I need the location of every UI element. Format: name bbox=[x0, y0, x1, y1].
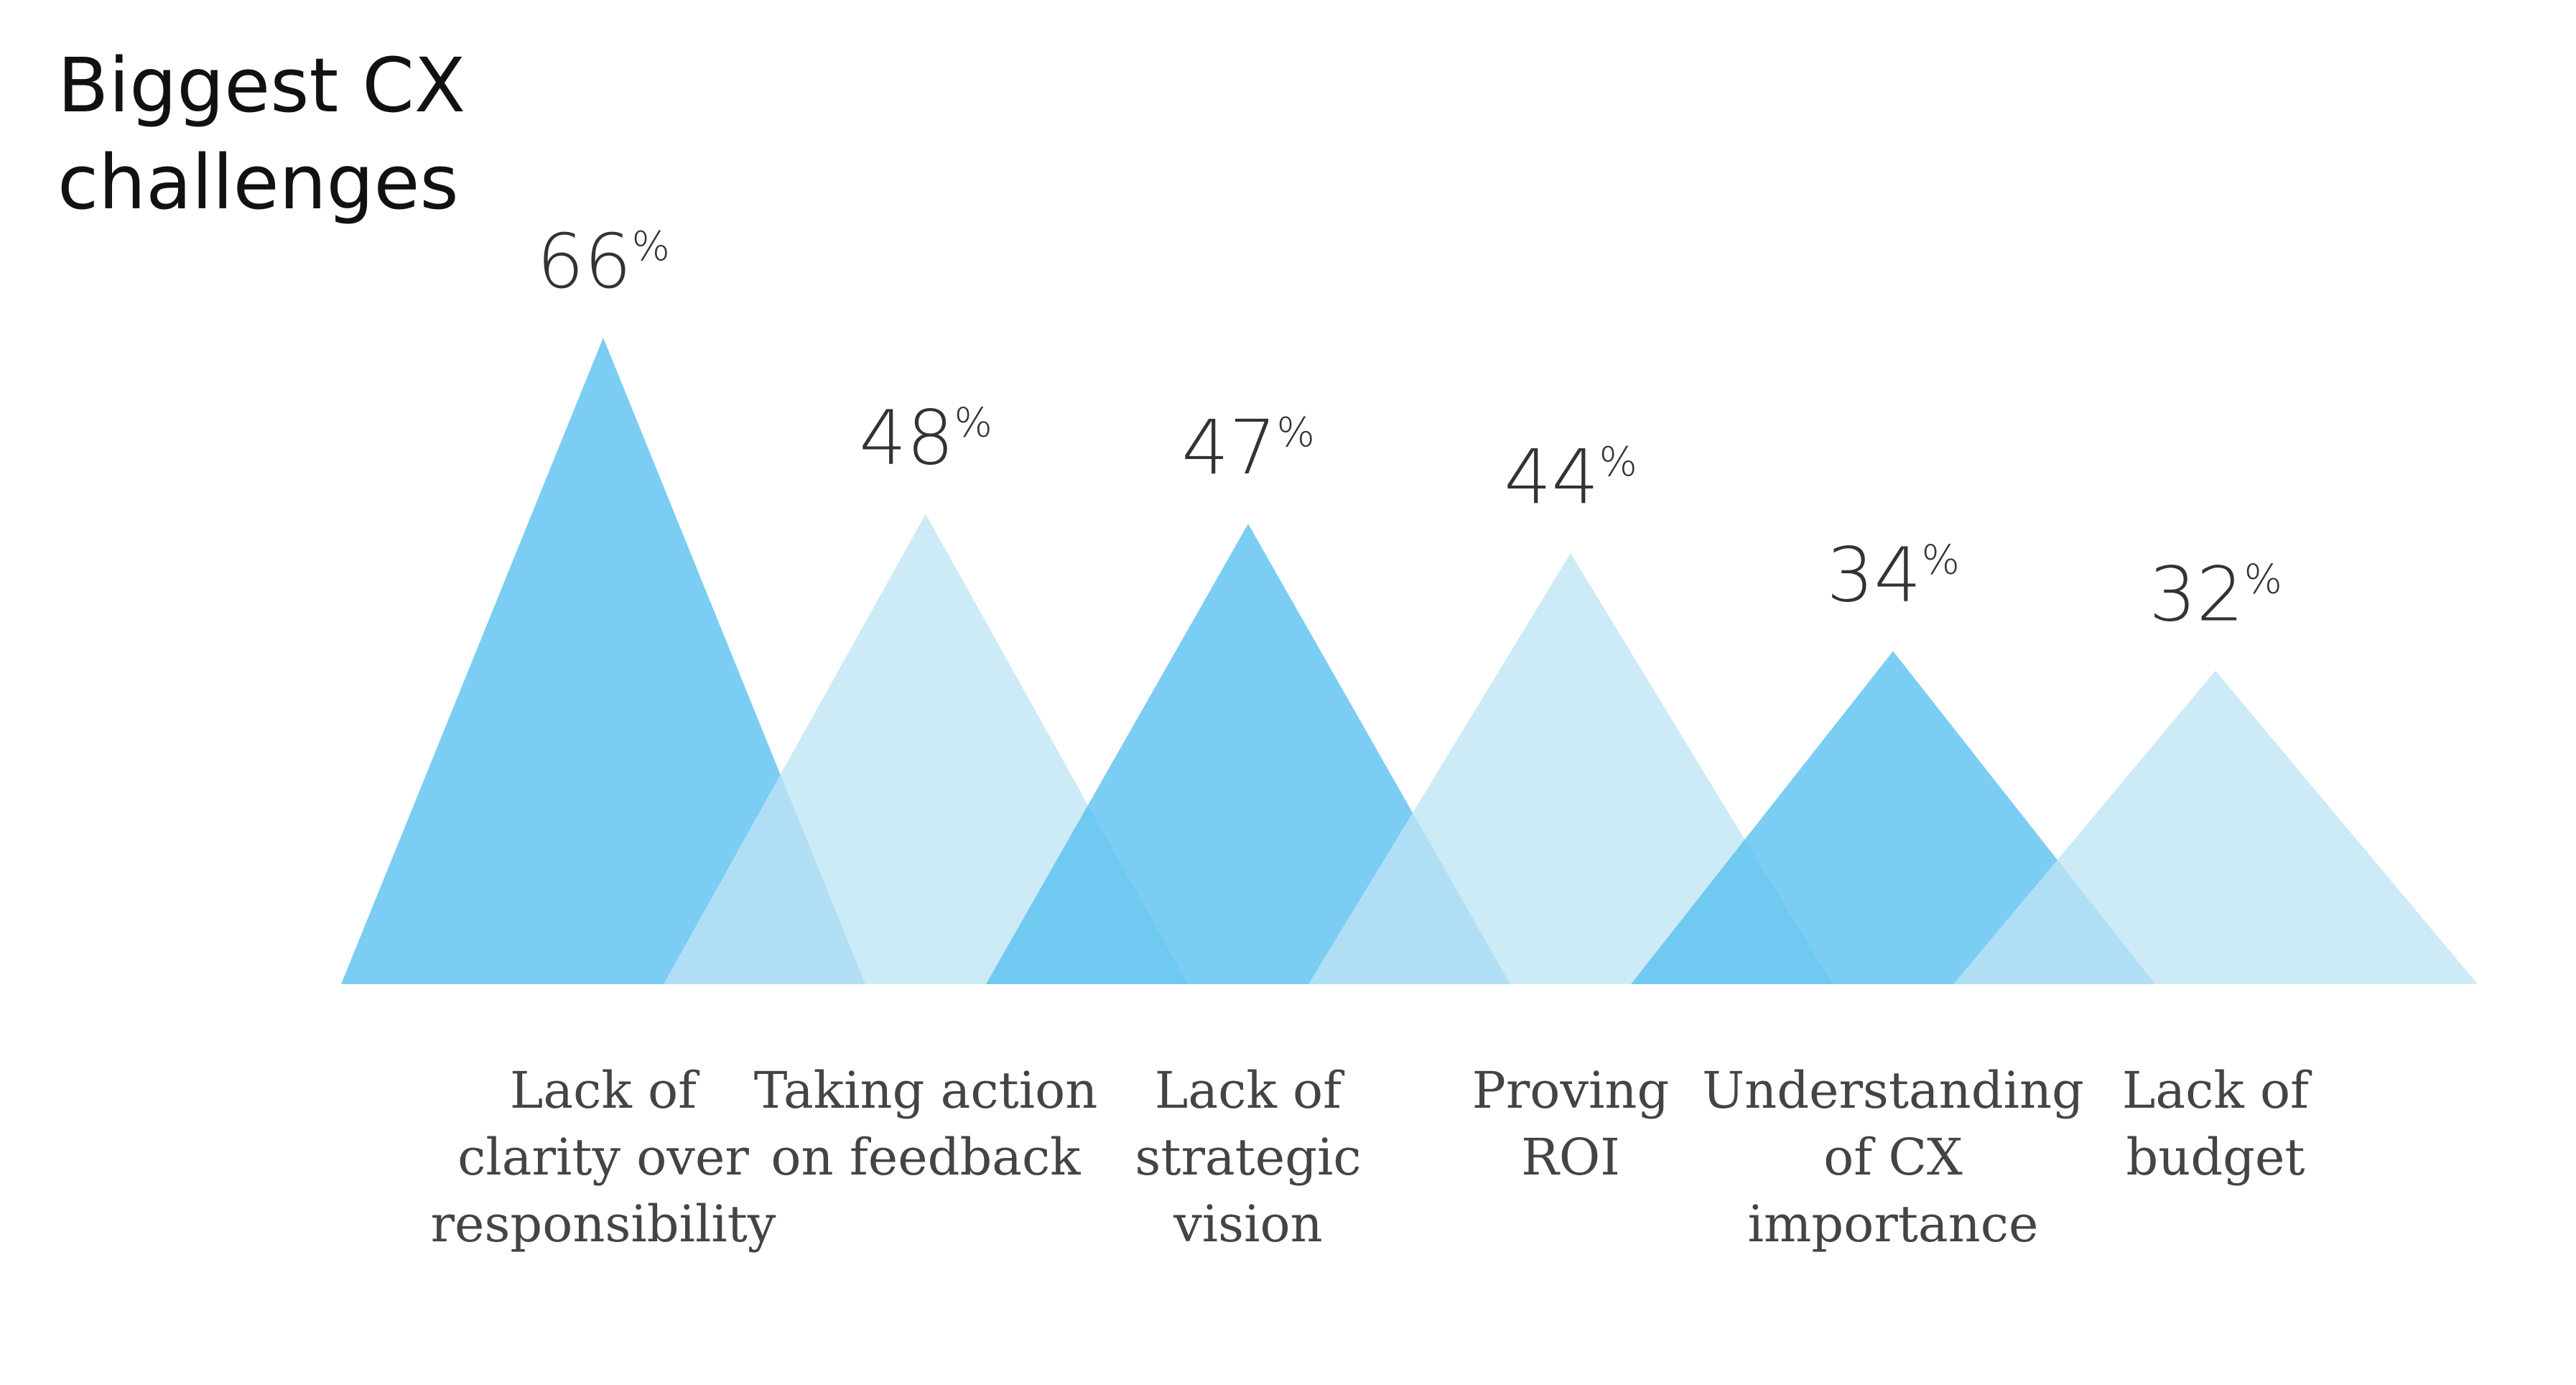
category-label-lack-of-clarity-over-responsibility: Lack of clarity over responsibility bbox=[431, 1061, 776, 1254]
triangle-proving-roi bbox=[1308, 553, 1833, 984]
category-label-line: on feedback bbox=[771, 1128, 1081, 1187]
category-label-line: strategic bbox=[1135, 1128, 1361, 1187]
chart-title-line-1: Biggest CX bbox=[57, 42, 465, 129]
value-suffix: % bbox=[1599, 439, 1637, 486]
value-suffix: % bbox=[1277, 409, 1315, 456]
category-label-line: Taking action bbox=[754, 1061, 1098, 1120]
category-label-line: Proving bbox=[1472, 1061, 1670, 1120]
category-label-line: ROI bbox=[1521, 1128, 1620, 1187]
category-label-line: Lack of bbox=[510, 1061, 700, 1120]
category-label-line: Understanding bbox=[1702, 1061, 2084, 1120]
category-label-line: of CX bbox=[1823, 1128, 1963, 1187]
value-number: 48 bbox=[859, 394, 954, 481]
category-label-line: Lack of bbox=[2122, 1061, 2312, 1120]
value-number: 44 bbox=[1504, 433, 1599, 521]
category-label-line: clarity over bbox=[457, 1128, 749, 1187]
category-label-line: vision bbox=[1173, 1195, 1322, 1254]
triangle-lack-of-budget bbox=[1953, 670, 2478, 984]
value-number: 66 bbox=[536, 218, 631, 305]
category-label-lack-of-strategic-vision: Lack of strategic vision bbox=[1135, 1061, 1361, 1254]
value-labels: 66%48% 47%44%34% 32% bbox=[536, 218, 2282, 639]
value-label-proving-roi: 44% bbox=[1504, 433, 1637, 521]
value-suffix: % bbox=[954, 399, 992, 446]
triangle-marks bbox=[341, 338, 2478, 984]
value-suffix: % bbox=[1922, 537, 1960, 583]
category-label-proving-roi: Proving ROI bbox=[1472, 1061, 1670, 1187]
value-label-taking-action-on-feedback: 48% bbox=[859, 394, 992, 481]
triangle-lack-of-clarity-over-responsibility bbox=[341, 338, 865, 984]
category-label-line: responsibility bbox=[431, 1195, 776, 1254]
chart-title: Biggest CX challenges bbox=[57, 42, 465, 226]
category-label-line: budget bbox=[2126, 1128, 2305, 1187]
category-label-taking-action-on-feedback: Taking action on feedback bbox=[754, 1061, 1098, 1187]
value-suffix: % bbox=[632, 223, 670, 270]
category-label-line: Lack of bbox=[1155, 1061, 1345, 1120]
category-label-understanding-of-cx-importance: Understanding of CX importance bbox=[1702, 1061, 2084, 1254]
value-number: 32 bbox=[2149, 551, 2243, 639]
value-suffix: % bbox=[2244, 557, 2282, 603]
value-label-lack-of-budget: 32% bbox=[2149, 551, 2282, 639]
category-label-lack-of-budget: Lack of budget bbox=[2122, 1061, 2312, 1187]
category-label-line: importance bbox=[1748, 1195, 2039, 1254]
value-number: 47 bbox=[1181, 404, 1276, 491]
value-label-lack-of-clarity-over-responsibility: 66% bbox=[536, 218, 670, 305]
value-number: 34 bbox=[1826, 531, 1921, 619]
chart-title-line-2: challenges bbox=[57, 139, 459, 226]
value-label-lack-of-strategic-vision: 47% bbox=[1181, 404, 1315, 491]
value-label-understanding-of-cx-importance: 34% bbox=[1826, 531, 1960, 619]
category-labels: Lack of clarity over responsibility Taking … bbox=[431, 1061, 2313, 1254]
